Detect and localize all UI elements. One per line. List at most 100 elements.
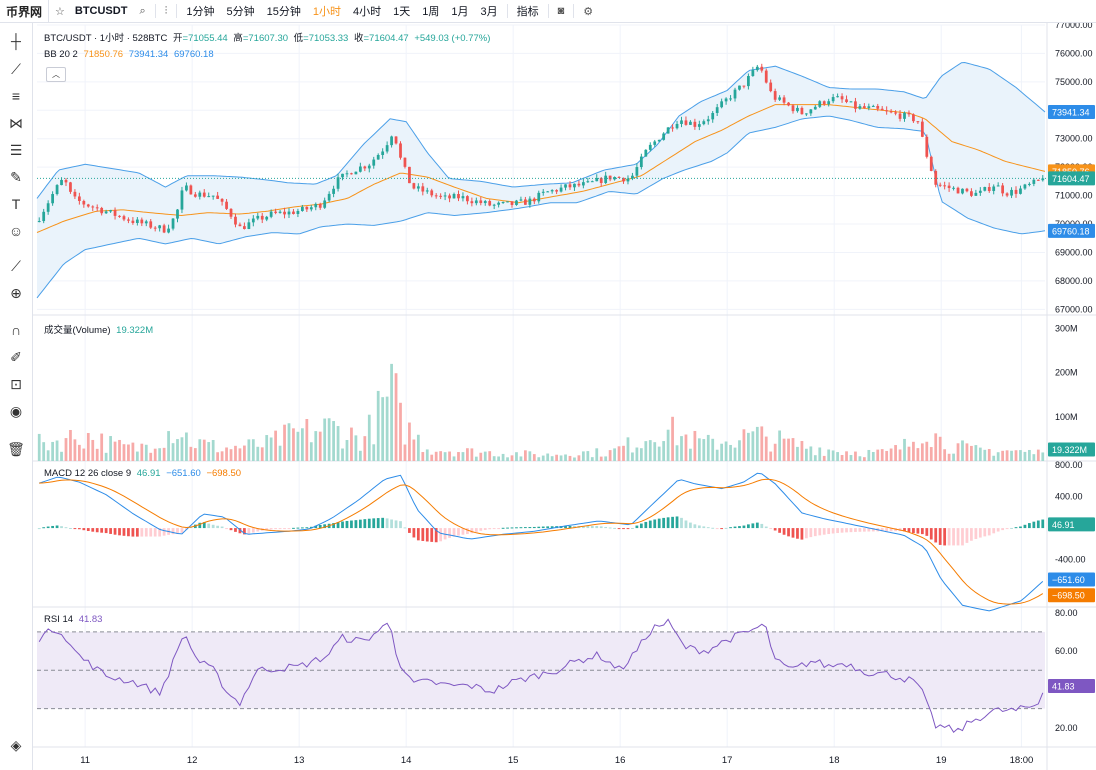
candle-body <box>880 108 884 111</box>
measure-icon[interactable]: ⟋ <box>11 257 21 274</box>
volume-bar <box>666 429 670 461</box>
bb-lower-line <box>36 115 1046 299</box>
eye-icon[interactable]: ◉ <box>9 402 23 419</box>
interval-3mo[interactable]: 3月 <box>480 6 498 18</box>
price-marker-label-bg <box>1048 104 1095 119</box>
star-icon[interactable]: ☆ <box>55 5 65 18</box>
volume-bar <box>314 431 318 461</box>
candle-body <box>586 181 590 183</box>
macd-signal-line <box>39 478 1044 605</box>
search-icon[interactable]: ⌕ <box>139 4 146 17</box>
volume-bar <box>292 428 295 461</box>
volume-bar <box>501 453 505 461</box>
trendline-icon[interactable]: ⟋ <box>11 60 21 77</box>
close-value: =71604.47 <box>363 33 409 44</box>
lock-icon[interactable]: ⊡ <box>10 375 22 392</box>
volume-bar <box>69 429 72 461</box>
candle-body <box>220 198 224 202</box>
volume-bar <box>970 445 973 461</box>
symbol-selector[interactable]: BTCUSDT <box>74 5 128 17</box>
volume-bar <box>916 448 920 461</box>
brush-icon[interactable]: ✎ <box>10 168 22 185</box>
macd-histogram-bar <box>457 528 460 536</box>
indicators-button[interactable]: 指标 <box>516 6 539 18</box>
collapse-legend-button[interactable]: ︿ <box>46 67 66 82</box>
volume-legend[interactable]: 成交量(Volume) 19.322M <box>44 322 156 336</box>
candle-body <box>974 192 978 196</box>
rsi-legend[interactable]: RSI 14 41.83 <box>44 614 105 625</box>
macd-histogram-bar <box>113 528 117 535</box>
macd-histogram-bar <box>764 526 768 529</box>
volume-bar <box>537 457 541 461</box>
compare-icon[interactable]: ⫶ <box>164 4 168 17</box>
volume-tick-label: 200M <box>1055 368 1078 378</box>
magnet-icon[interactable]: ∩ <box>10 322 22 338</box>
rsi-tick-label: 80.00 <box>1055 608 1078 618</box>
candle-body <box>970 191 973 196</box>
camera-icon[interactable]: ◙ <box>557 5 565 17</box>
candle-body <box>903 112 906 119</box>
macd-histogram-bar <box>800 528 804 540</box>
macd-signal-value: −698.50 <box>206 468 242 479</box>
macd-histogram-bar <box>501 527 505 529</box>
volume-bar <box>831 450 835 461</box>
volume-bar <box>220 451 224 461</box>
rsi-line <box>38 618 1044 733</box>
text-icon[interactable]: T <box>11 196 21 212</box>
macd-histogram-bar <box>675 516 679 529</box>
ruler-lines-icon[interactable]: ☰ <box>9 141 23 158</box>
emoji-icon[interactable]: ☺ <box>8 223 24 239</box>
candle-body <box>622 177 625 182</box>
macd-histogram-bar <box>751 523 755 529</box>
interval-15m[interactable]: 15分钟 <box>266 6 301 18</box>
volume-bar <box>73 439 77 461</box>
volume-bar <box>278 445 282 461</box>
candle-body <box>510 201 514 205</box>
fib-icon[interactable]: ≡ <box>11 88 21 104</box>
macd-histogram-bar <box>934 528 938 543</box>
candle-body <box>657 139 661 142</box>
layers-icon[interactable]: ◈ <box>10 736 22 753</box>
trash-icon[interactable]: 🗑 <box>7 440 25 457</box>
candle-body <box>769 82 773 92</box>
candle-body <box>439 195 443 197</box>
interval-1h[interactable]: 1小时 <box>312 6 341 18</box>
macd-histogram-bar <box>492 528 496 530</box>
bb-legend[interactable]: BB 20 2 71850.76 73941.34 69760.18 <box>44 49 217 60</box>
pattern-icon[interactable]: ⋈ <box>9 114 23 131</box>
candle-body <box>653 141 657 145</box>
candle-body <box>854 101 857 109</box>
interval-4h[interactable]: 4小时 <box>352 6 382 18</box>
interval-1m[interactable]: 1分钟 <box>186 6 215 18</box>
macd-histogram-bar <box>220 526 224 529</box>
macd-histogram-bar <box>622 528 625 530</box>
lock-draw-icon[interactable]: ✐ <box>10 348 22 365</box>
volume-bar <box>773 443 777 461</box>
macd-histogram-bar <box>653 519 657 529</box>
volume-bar <box>573 457 576 461</box>
interval-5m[interactable]: 5分钟 <box>226 6 255 18</box>
candle-body <box>412 183 416 189</box>
gear-icon[interactable]: ⚙ <box>583 5 594 18</box>
interval-1w[interactable]: 1周 <box>422 6 440 18</box>
volume-bar <box>1001 450 1005 461</box>
macd-histogram-bar <box>46 526 50 529</box>
macd-histogram-bar <box>987 528 991 536</box>
price-tick-label: 75000.00 <box>1055 77 1093 87</box>
price-chart[interactable]: 77000.0076000.0075000.0074000.0073000.00… <box>33 23 1096 770</box>
zoom-icon[interactable]: ⊕ <box>10 284 22 301</box>
volume-bar <box>394 373 398 461</box>
candle-body <box>296 210 300 214</box>
volume-bar <box>510 455 514 461</box>
macd-histogram-bar <box>323 524 327 529</box>
interval-1mo[interactable]: 1月 <box>451 6 469 18</box>
macd-legend[interactable]: MACD 12 26 close 9 46.91 −651.60 −698.50 <box>44 468 244 479</box>
crosshair-icon[interactable]: ┼ <box>11 33 21 49</box>
divider <box>573 4 575 18</box>
candle-body <box>381 151 385 155</box>
volume-bar <box>947 453 951 461</box>
volume-bar <box>541 455 545 461</box>
candle-body <box>323 200 327 208</box>
interval-1d[interactable]: 1天 <box>393 6 411 18</box>
brand-logo: 币界网 <box>0 0 49 22</box>
